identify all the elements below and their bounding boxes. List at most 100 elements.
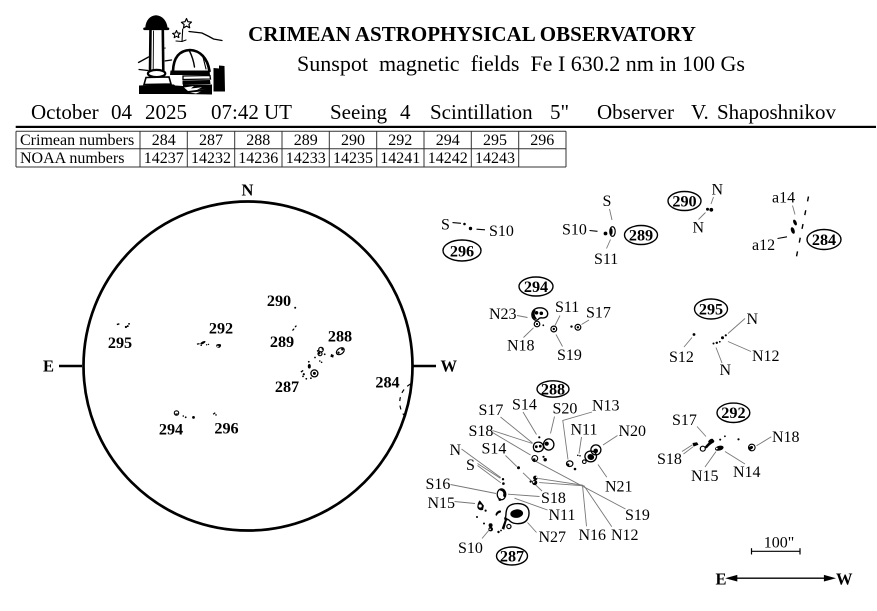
svg-text:N16: N16 <box>579 527 607 544</box>
svg-text:N: N <box>242 180 254 199</box>
svg-text:14242: 14242 <box>428 150 468 167</box>
svg-text:a12: a12 <box>752 237 775 254</box>
svg-text:284: 284 <box>152 132 176 149</box>
svg-text:a14: a14 <box>772 190 795 207</box>
svg-text:290: 290 <box>341 132 365 149</box>
svg-text:292: 292 <box>209 320 233 338</box>
svg-text:N18: N18 <box>772 429 800 446</box>
svg-text:287: 287 <box>199 132 223 149</box>
svg-text:14241: 14241 <box>380 150 420 167</box>
svg-text:N14: N14 <box>733 464 761 481</box>
svg-text:294: 294 <box>159 421 183 439</box>
svg-text:07:42: 07:42 <box>211 100 259 124</box>
svg-text:S18: S18 <box>541 490 566 507</box>
svg-text:S14: S14 <box>512 397 537 414</box>
svg-text:S18: S18 <box>657 451 682 468</box>
svg-text:287: 287 <box>500 548 524 566</box>
svg-text:04: 04 <box>111 100 133 124</box>
svg-text:289: 289 <box>629 227 653 245</box>
svg-text:289: 289 <box>270 333 294 351</box>
svg-text:N12: N12 <box>611 527 639 544</box>
svg-text:N27: N27 <box>539 529 567 546</box>
svg-text:S10: S10 <box>562 222 587 239</box>
svg-text:284: 284 <box>812 231 836 249</box>
svg-text:294: 294 <box>524 278 548 296</box>
svg-text:296: 296 <box>450 243 474 261</box>
svg-text:S17: S17 <box>586 305 611 322</box>
svg-text:295: 295 <box>699 301 723 319</box>
svg-text:292: 292 <box>721 404 745 422</box>
svg-text:S11: S11 <box>594 251 618 268</box>
svg-text:288: 288 <box>541 381 565 399</box>
svg-text:S17: S17 <box>479 402 504 419</box>
svg-text:295: 295 <box>108 334 132 352</box>
svg-text:14237: 14237 <box>144 150 184 167</box>
svg-text:N12: N12 <box>752 348 780 365</box>
svg-text:100": 100" <box>764 534 795 551</box>
svg-text:N13: N13 <box>592 398 620 415</box>
svg-text:2025: 2025 <box>145 100 187 124</box>
svg-text:N11: N11 <box>571 422 598 439</box>
svg-text:S12: S12 <box>669 349 694 366</box>
svg-text:E: E <box>716 569 727 588</box>
svg-text:Crimean numbers: Crimean numbers <box>20 132 134 149</box>
svg-text:S17: S17 <box>672 412 697 429</box>
svg-text:S19: S19 <box>557 347 582 364</box>
svg-text:CRIMEAN ASTROPHYSICAL OBSERVAT: CRIMEAN ASTROPHYSICAL OBSERVATORY <box>248 22 696 46</box>
svg-text:N23: N23 <box>489 306 517 323</box>
svg-text:14236: 14236 <box>238 150 278 167</box>
svg-text:N: N <box>693 220 705 237</box>
svg-text:S: S <box>466 457 475 474</box>
svg-text:N11: N11 <box>549 507 576 524</box>
svg-text:N15: N15 <box>428 495 456 512</box>
svg-text:S11: S11 <box>555 299 579 316</box>
svg-text:287: 287 <box>275 378 299 396</box>
svg-text:E: E <box>43 356 54 375</box>
svg-text:Seeing: Seeing <box>330 100 388 124</box>
svg-text:Scintillation: Scintillation <box>430 100 533 124</box>
svg-text:S16: S16 <box>426 476 451 493</box>
svg-text:14233: 14233 <box>286 150 326 167</box>
svg-text:S10: S10 <box>458 540 483 557</box>
svg-text:296: 296 <box>530 132 554 149</box>
svg-text:N15: N15 <box>691 468 719 485</box>
svg-text:V.: V. <box>691 100 709 124</box>
svg-text:4: 4 <box>400 100 411 124</box>
svg-text:294: 294 <box>436 132 460 149</box>
svg-text:NOAA numbers: NOAA numbers <box>20 150 124 167</box>
svg-text:Sunspot magnetic fields Fe: Sunspot magnetic fields Fe I 630.2 nm in… <box>297 51 745 76</box>
svg-text:S20: S20 <box>553 401 578 418</box>
svg-text:N: N <box>747 311 759 328</box>
svg-text:14243: 14243 <box>475 150 515 167</box>
svg-text:14232: 14232 <box>191 150 231 167</box>
svg-text:W: W <box>441 356 458 375</box>
svg-text:S19: S19 <box>625 507 650 524</box>
svg-text:5": 5" <box>550 100 569 124</box>
svg-text:W: W <box>836 569 853 588</box>
svg-text:N: N <box>720 362 732 379</box>
svg-text:N: N <box>450 442 462 459</box>
svg-text:14235: 14235 <box>333 150 373 167</box>
svg-text:295: 295 <box>483 132 507 149</box>
svg-text:S: S <box>441 217 450 234</box>
svg-text:N18: N18 <box>507 338 535 355</box>
svg-text:288: 288 <box>328 328 352 346</box>
svg-text:N: N <box>712 182 724 199</box>
svg-text:Shaposhnikov: Shaposhnikov <box>717 100 837 124</box>
svg-text:290: 290 <box>267 292 291 310</box>
svg-text:N20: N20 <box>619 423 647 440</box>
svg-text:N21: N21 <box>605 479 633 496</box>
svg-text:S18: S18 <box>469 423 494 440</box>
svg-text:290: 290 <box>672 193 696 211</box>
svg-text:October: October <box>31 100 99 124</box>
svg-text:292: 292 <box>388 132 412 149</box>
svg-text:S10: S10 <box>489 223 514 240</box>
svg-text:284: 284 <box>375 374 399 392</box>
svg-text:288: 288 <box>246 132 270 149</box>
svg-text:UT: UT <box>264 100 292 124</box>
svg-text:S14: S14 <box>482 441 507 458</box>
svg-text:Observer: Observer <box>597 100 674 124</box>
svg-text:296: 296 <box>214 420 238 438</box>
svg-text:289: 289 <box>294 132 318 149</box>
svg-text:S: S <box>603 193 612 210</box>
